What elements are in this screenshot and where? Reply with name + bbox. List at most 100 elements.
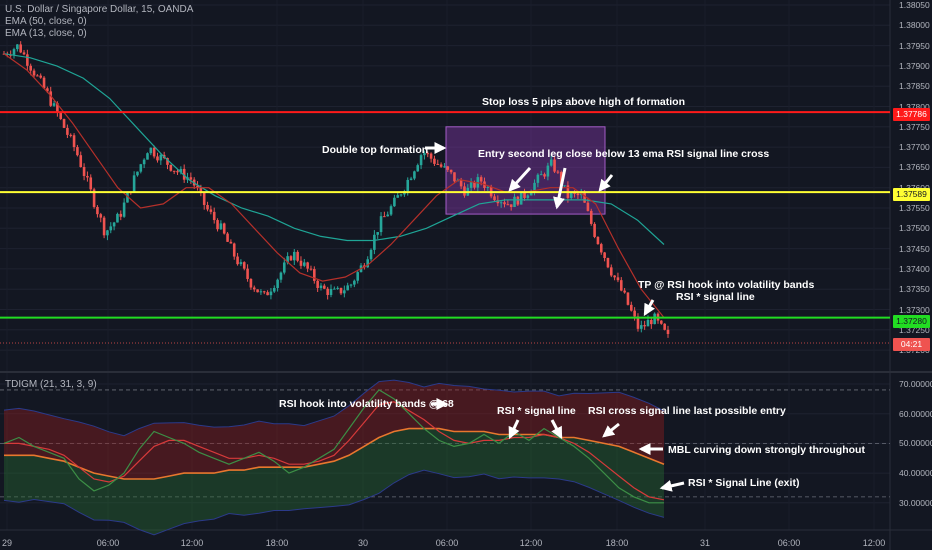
candle [356, 272, 359, 281]
candle [239, 262, 243, 265]
candle [96, 206, 99, 215]
indicator-legend: TDIGM (21, 31, 3, 9) [5, 379, 97, 390]
candle [79, 155, 83, 168]
candle [513, 196, 516, 208]
candle [292, 251, 296, 261]
candle [369, 249, 373, 260]
ema50-legend: EMA (50, close, 0) [5, 16, 87, 27]
annotation-arrow [553, 167, 567, 210]
candle [349, 284, 353, 286]
candle [242, 262, 246, 269]
candle [376, 232, 380, 235]
annotation-arrow [659, 480, 685, 492]
candle [99, 214, 103, 218]
time-tick: 06:00 [435, 538, 459, 548]
candle [119, 213, 123, 217]
candle [246, 268, 249, 279]
candle [286, 256, 289, 263]
candle [306, 262, 309, 269]
candle [206, 204, 209, 210]
time-tick: 30 [357, 538, 369, 548]
time-tick: 12:00 [180, 538, 204, 548]
candle [142, 159, 146, 165]
candle [232, 243, 236, 257]
candle [212, 211, 216, 221]
price-tick: 1.37350 [899, 284, 930, 295]
candle [399, 194, 403, 196]
candle [166, 157, 169, 165]
annotation-arrow [508, 419, 520, 440]
candle [92, 189, 96, 207]
candle [463, 186, 466, 196]
candle [276, 279, 279, 288]
candle [629, 304, 633, 311]
candle [599, 244, 603, 253]
candle [426, 153, 430, 155]
tp-tag: 1.37280 [893, 315, 930, 328]
candle [319, 285, 323, 288]
candle [353, 280, 356, 285]
double-top-formation-box [445, 126, 606, 215]
symbol-title: U.S. Dollar / Singapore Dollar, 15, OAND… [5, 4, 194, 15]
candle [16, 44, 19, 50]
annotation-arrow [598, 174, 614, 192]
candle [619, 280, 623, 291]
stop-loss-note: Stop loss 5 pips above high of formation [482, 96, 686, 108]
price-tick: 1.37400 [899, 263, 930, 274]
candle [553, 159, 556, 172]
rsi-tick: 70.00000 [899, 379, 932, 389]
candle [459, 180, 463, 187]
candle [586, 202, 590, 211]
candle [279, 272, 283, 280]
candle [366, 259, 369, 268]
candle [196, 185, 199, 188]
candle [216, 220, 219, 230]
candle [469, 182, 473, 188]
rsi-cross-note: RSI cross signal line last possible entr… [588, 405, 786, 417]
price-tick: 1.37750 [899, 121, 930, 132]
price-tick: 1.38050 [899, 0, 930, 10]
candle [256, 289, 259, 293]
candle [576, 193, 580, 196]
candle [116, 213, 119, 223]
candle [643, 325, 646, 327]
entry-note: Entry second leg close below 13 ema RSI … [478, 148, 770, 160]
candle [640, 325, 643, 329]
candle [343, 290, 346, 294]
candle [443, 166, 446, 168]
candle [269, 291, 273, 296]
annotation-arrows [425, 142, 685, 492]
candle [316, 280, 319, 288]
candle [666, 329, 670, 334]
candle [616, 277, 620, 281]
candle [152, 147, 156, 157]
candle [419, 155, 423, 166]
candle [282, 262, 286, 273]
candle [52, 103, 56, 106]
candle [29, 65, 32, 71]
candle [252, 287, 256, 290]
candle [453, 172, 456, 182]
rsi-hook-note: RSI hook into volatility bands @ 68 [279, 398, 454, 410]
candle [112, 222, 116, 227]
candle [446, 166, 450, 170]
candle [336, 287, 339, 289]
price-tick: 1.37450 [899, 243, 930, 254]
lower-band-line [3, 469, 665, 536]
rsi-tick: 60.00000 [899, 408, 932, 419]
candle [159, 154, 163, 161]
candle [329, 288, 333, 295]
candle [539, 174, 543, 176]
candle [39, 75, 43, 78]
candle [69, 134, 73, 136]
rsi-tick: 30.00000 [899, 497, 932, 508]
candle [266, 292, 269, 296]
candle [386, 214, 390, 217]
price-tick: 1.37550 [899, 203, 930, 213]
candle [42, 77, 46, 89]
candle [26, 54, 29, 66]
candle [650, 319, 653, 325]
price-tick: 1.37700 [899, 142, 930, 153]
